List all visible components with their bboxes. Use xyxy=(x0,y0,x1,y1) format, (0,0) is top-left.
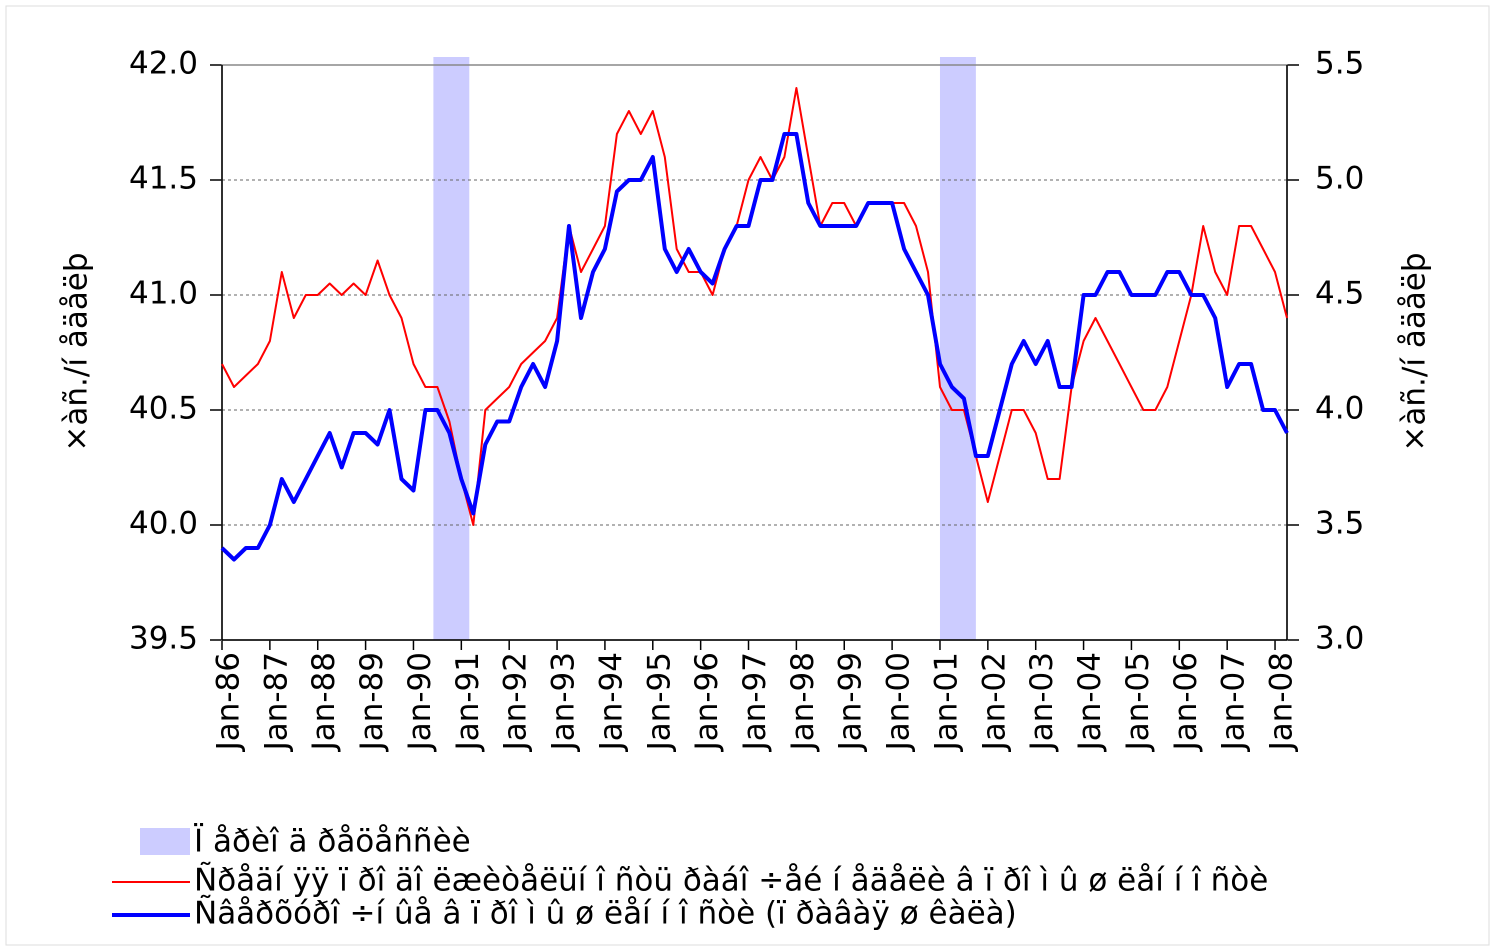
y2-tick-label: 3.0 xyxy=(1315,621,1364,657)
y2-tick-label: 3.5 xyxy=(1315,506,1364,542)
recession-band xyxy=(433,57,470,640)
x-tick-label: Jan-08 xyxy=(1264,652,1300,752)
legend-label: Ñðåäí ÿÿ ï ðî äî ëæèòåëüí î ñòü ðàáî ÷åé… xyxy=(194,863,1268,899)
x-tick-label: Jan-86 xyxy=(211,652,247,752)
x-tick-label: Jan-01 xyxy=(928,652,964,752)
x-tick-label: Jan-96 xyxy=(689,652,725,752)
y-tick-label: 40.5 xyxy=(129,391,198,427)
x-tick-label: Jan-87 xyxy=(258,652,294,752)
x-tick-label: Jan-88 xyxy=(306,652,342,752)
x-tick-label: Jan-89 xyxy=(354,652,390,752)
legend-swatch xyxy=(140,828,190,855)
plot-border xyxy=(221,64,1288,641)
x-tick-label: Jan-92 xyxy=(498,652,534,752)
frame xyxy=(5,5,1490,946)
legend-label: Ñâåðõóðî ÷í ûå â ï ðî ì û ø ëåí í î ñòè … xyxy=(194,896,1017,932)
x-tick-label: Jan-98 xyxy=(785,652,821,752)
series-line xyxy=(221,87,1288,526)
x-tick-label: Jan-03 xyxy=(1024,652,1060,752)
x-tick-label: Jan-06 xyxy=(1168,652,1204,752)
y-tick-label: 39.5 xyxy=(129,621,198,657)
y2-tick-label: 4.0 xyxy=(1315,391,1364,427)
y-tick-label: 40.0 xyxy=(129,506,198,542)
legend-label: Ï åðèî ä ðåöåññèè xyxy=(194,824,471,860)
y-tick-label: 42.0 xyxy=(129,46,198,82)
series-line xyxy=(220,132,1289,562)
x-tick-label: Jan-91 xyxy=(450,652,486,752)
y2-tick-label: 4.5 xyxy=(1315,276,1364,312)
y-tick-label: 41.5 xyxy=(129,161,198,197)
recession-band xyxy=(939,57,976,640)
x-tick-label: Jan-95 xyxy=(641,652,677,752)
x-tick-label: Jan-99 xyxy=(833,652,869,752)
x-tick-label: Jan-00 xyxy=(881,652,917,752)
x-tick-label: Jan-05 xyxy=(1120,652,1156,752)
x-tick-label: Jan-94 xyxy=(593,652,629,752)
y-tick-label: 41.0 xyxy=(129,276,198,312)
y-axis-label: ×àñ./í åäåëþ xyxy=(59,252,95,451)
x-tick-label: Jan-97 xyxy=(737,652,773,752)
y2-tick-label: 5.5 xyxy=(1315,46,1364,82)
x-tick-label: Jan-07 xyxy=(1216,652,1252,752)
x-tick-label: Jan-93 xyxy=(546,652,582,752)
y2-tick-label: 5.0 xyxy=(1315,161,1364,197)
x-tick-label: Jan-04 xyxy=(1072,652,1108,752)
y2-axis-label: ×àñ./í åäåëþ xyxy=(1397,252,1433,451)
x-tick-label: Jan-90 xyxy=(402,652,438,752)
x-tick-label: Jan-02 xyxy=(976,652,1012,752)
